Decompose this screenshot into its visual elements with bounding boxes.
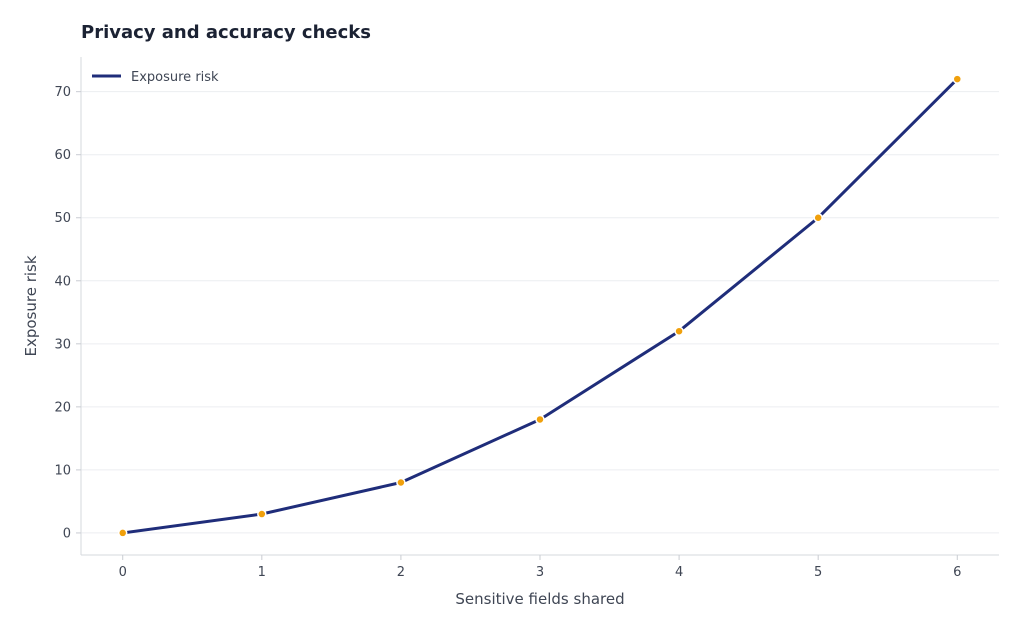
legend-label: Exposure risk <box>131 70 219 85</box>
y-tick-label: 10 <box>54 463 71 478</box>
data-point <box>813 212 823 223</box>
data-point <box>117 528 128 538</box>
x-tick-label: 0 <box>119 565 127 580</box>
y-tick-label: 20 <box>54 400 71 415</box>
data-point <box>257 509 267 519</box>
y-tick-label: 30 <box>54 337 71 352</box>
data-point <box>396 477 406 488</box>
chart-title: Privacy and accuracy checks <box>81 22 371 43</box>
y-tick-label: 50 <box>54 211 71 226</box>
y-tick-label: 60 <box>54 148 71 163</box>
data-point <box>952 74 963 84</box>
axes <box>80 57 999 556</box>
y-ticks: 0 10 20 30 40 50 60 70 <box>54 85 81 541</box>
x-axis-label: Sensitive fields shared <box>455 590 624 608</box>
x-ticks: 0 1 2 3 4 5 6 <box>119 555 961 580</box>
x-tick-label: 4 <box>675 565 683 580</box>
data-point <box>535 414 545 425</box>
y-tick-label: 70 <box>54 85 71 100</box>
grid-lines <box>81 91 999 534</box>
y-tick-label: 0 <box>63 526 71 541</box>
x-tick-label: 3 <box>536 565 544 580</box>
series <box>117 74 963 538</box>
x-tick-label: 2 <box>397 565 405 580</box>
y-tick-label: 40 <box>54 274 71 289</box>
x-tick-label: 6 <box>953 565 961 580</box>
y-axis-label: Exposure risk <box>22 255 40 356</box>
legend: Exposure risk <box>92 70 219 85</box>
x-tick-label: 5 <box>814 565 822 580</box>
data-point <box>674 326 684 336</box>
x-tick-label: 1 <box>258 565 266 580</box>
series-line <box>121 77 959 535</box>
